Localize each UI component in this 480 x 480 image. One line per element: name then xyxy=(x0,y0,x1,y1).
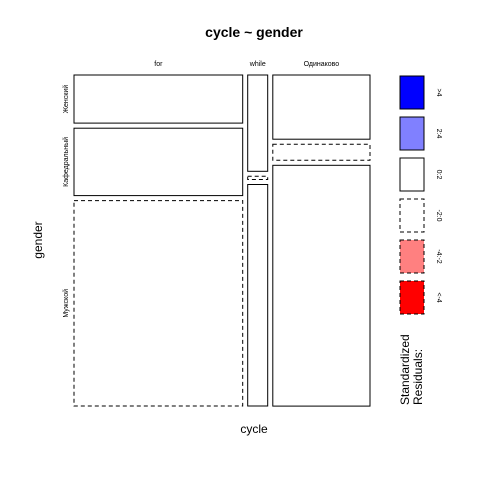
y-tick-кафедральный: Кафедральный xyxy=(62,137,70,187)
legend-label-0: >4 xyxy=(435,89,442,97)
cell-while-женский xyxy=(247,74,269,172)
cell-while-мужской xyxy=(247,184,269,407)
cell-одинаково-кафедральный xyxy=(272,143,371,161)
chart-title: cycle ~ gender xyxy=(205,24,303,40)
mosaic-cells xyxy=(73,74,371,407)
y-tick-labels: Женский Кафедральный Мужской xyxy=(62,85,70,318)
cell-одинаково-мужской xyxy=(272,164,371,407)
y-tick-женский: Женский xyxy=(62,85,70,114)
legend-swatch-0 xyxy=(399,75,425,110)
x-tick-одинаково: Одинаково xyxy=(304,61,340,68)
cell-for-мужской xyxy=(73,200,244,407)
x-tick-while: while xyxy=(249,61,266,68)
legend-label-4: -4:-2 xyxy=(435,249,442,264)
cell-while-кафедральный xyxy=(247,175,269,181)
cell-for-женский xyxy=(73,74,244,124)
legend-swatch-5 xyxy=(399,280,425,315)
legend-label-3: -2:0 xyxy=(435,209,442,221)
legend-swatch-4 xyxy=(399,239,425,274)
legend-label-5: <-4 xyxy=(435,292,442,302)
legend-swatch-3 xyxy=(399,198,425,233)
x-axis-label: cycle xyxy=(240,422,268,436)
x-tick-for: for xyxy=(154,61,163,68)
cell-одинаково-женский xyxy=(272,74,371,140)
x-tick-labels: for while Одинаково xyxy=(154,61,339,68)
legend-label-1: 2:4 xyxy=(435,129,442,139)
legend-swatch-2 xyxy=(399,157,425,192)
legend-label-2: 0:2 xyxy=(435,170,442,180)
legend-swatch-1 xyxy=(399,116,425,151)
legend-title-line-2: Residuals: xyxy=(411,349,425,405)
cell-for-кафедральный xyxy=(73,127,244,197)
legend: >4 2:4 0:2 -2:0 -4:-2 <-4 xyxy=(399,75,442,315)
legend-title-line-1: Standardized xyxy=(398,334,412,405)
y-axis-label: gender xyxy=(31,221,45,258)
y-tick-мужской: Мужской xyxy=(62,289,70,318)
